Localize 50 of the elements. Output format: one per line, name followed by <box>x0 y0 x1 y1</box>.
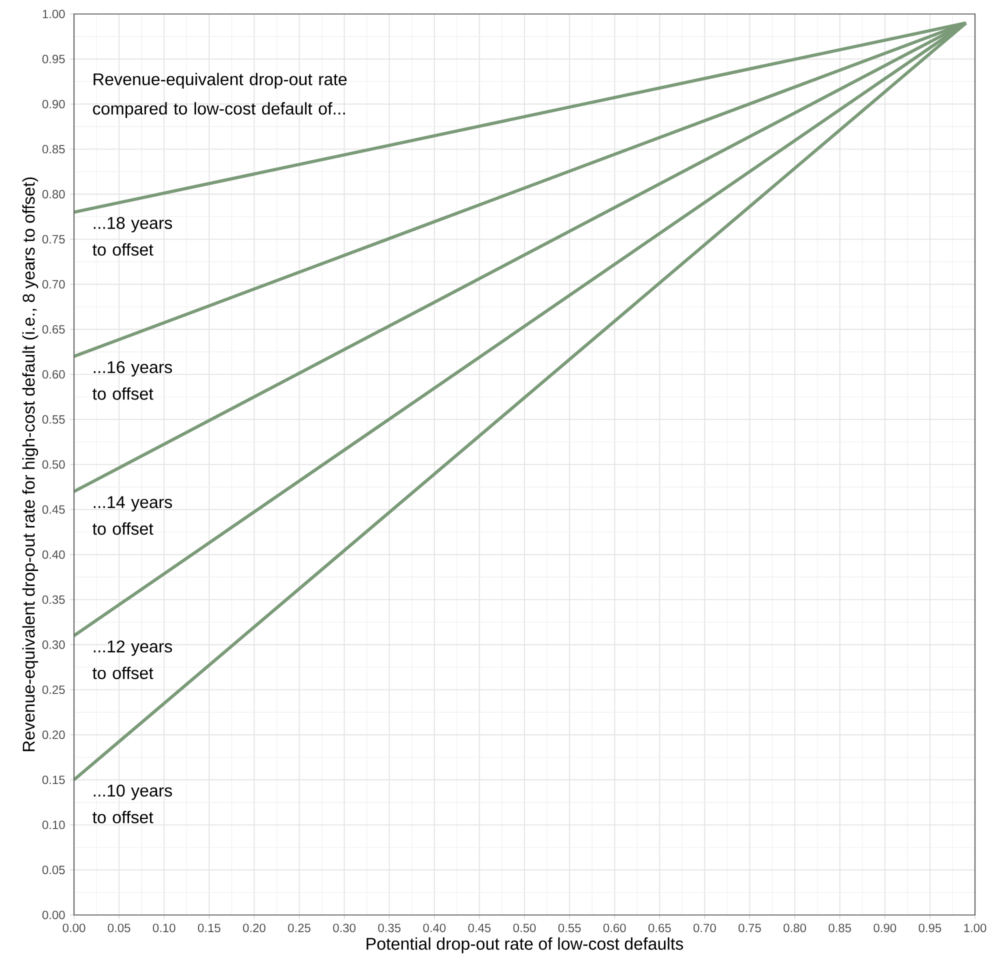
x-tick-label: 0.80 <box>784 924 806 932</box>
x-tick-label: 1.00 <box>964 924 986 932</box>
x-tick-label: 0.20 <box>242 924 266 932</box>
y-tick-label: 0.30 <box>42 640 65 649</box>
x-axis-title: Potential drop-out rate of low-cost defaults <box>366 937 684 954</box>
y-tick-label: 0.25 <box>42 685 65 694</box>
x-tick-label: 0.95 <box>918 924 942 932</box>
y-tick-label: 0.00 <box>42 910 65 920</box>
x-tick-label: 0.35 <box>378 924 401 932</box>
y-tick-label: 0.60 <box>42 370 65 379</box>
series-label: ...18 years to offset <box>92 216 172 256</box>
y-tick-label: 0.95 <box>42 54 65 64</box>
series-label: ...14 years to offset <box>92 496 172 535</box>
series-label: ...16 years to offset <box>92 361 172 400</box>
y-tick-label: 0.85 <box>42 144 65 154</box>
series-label: ...12 years to offset <box>92 640 172 680</box>
series-label: ...10 years to offset <box>92 784 172 824</box>
y-tick-label: 0.40 <box>42 550 65 559</box>
y-tick-label: 0.75 <box>42 234 65 244</box>
y-tick-label: 0.65 <box>42 325 65 334</box>
annotation: Revenue-equivalent drop-out rate compared to low-cost default of... <box>93 72 347 118</box>
y-tick-label: 0.35 <box>42 595 65 604</box>
y-tick-label: 0.70 <box>42 280 65 289</box>
y-tick-label: 0.55 <box>42 415 65 424</box>
y-tick-label: 0.45 <box>42 505 65 514</box>
x-tick-label: 0.25 <box>288 924 310 932</box>
x-tick-label: 0.55 <box>558 924 581 932</box>
x-tick-label: 0.40 <box>423 924 446 932</box>
x-tick-label: 0.50 <box>513 924 536 932</box>
x-tick-label: 0.85 <box>828 924 852 932</box>
x-tick-label: 0.30 <box>333 924 356 932</box>
y-axis-title: Revenue-equivalent drop-out rate for high-cost default (i.e., 8 years to offset) <box>22 178 38 752</box>
x-tick-label: 0.45 <box>468 924 491 932</box>
y-tick-label: 0.80 <box>42 190 65 198</box>
x-tick-label: 0.65 <box>648 924 671 932</box>
x-tick-label: 0.90 <box>874 924 896 932</box>
x-tick-label: 0.60 <box>603 924 626 932</box>
x-tick-label: 0.05 <box>108 924 130 932</box>
y-tick-label: 0.50 <box>42 460 65 469</box>
x-tick-label: 0.00 <box>62 924 86 932</box>
y-tick-label: 0.10 <box>42 820 65 830</box>
x-tick-label: 0.70 <box>693 924 716 932</box>
y-tick-label: 0.20 <box>42 730 65 740</box>
x-tick-label: 0.75 <box>738 924 761 932</box>
y-tick-label: 0.05 <box>42 866 65 874</box>
y-tick-label: 0.90 <box>42 100 65 108</box>
y-tick-label: 0.15 <box>42 776 65 784</box>
x-tick-label: 0.10 <box>152 924 176 932</box>
x-tick-label: 0.15 <box>198 924 220 932</box>
y-tick-label: 1.00 <box>42 10 65 18</box>
